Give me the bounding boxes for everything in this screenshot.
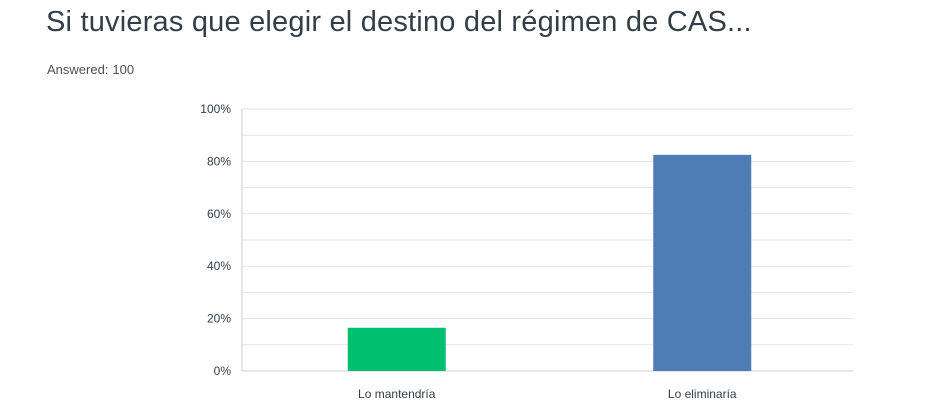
chart-gridlines	[241, 108, 853, 372]
bar-1[interactable]	[347, 327, 446, 371]
y-axis-ticks: 0% 20% 40% 60% 80% 100%	[200, 102, 231, 378]
y-tick-label: 60%	[207, 207, 231, 221]
y-tick-label: 100%	[200, 102, 231, 116]
answered-count: Answered: 100	[47, 62, 134, 77]
y-tick-label: 80%	[207, 154, 231, 168]
answered-value: 100	[112, 62, 135, 77]
y-tick-label: 20%	[207, 312, 231, 326]
bar-2[interactable]	[653, 154, 752, 371]
y-tick-label: 40%	[207, 259, 231, 273]
answered-label: Answered:	[47, 62, 109, 77]
question-title: Si tuvieras que elegir el destino del ré…	[46, 6, 752, 38]
x-axis-categories: Lo mantendría Lo eliminaría	[358, 387, 737, 401]
x-category-label: Lo mantendría	[358, 387, 436, 401]
chart-bars	[347, 154, 752, 371]
y-tick-label: 0%	[214, 364, 232, 378]
x-category-label: Lo eliminaría	[668, 387, 737, 401]
